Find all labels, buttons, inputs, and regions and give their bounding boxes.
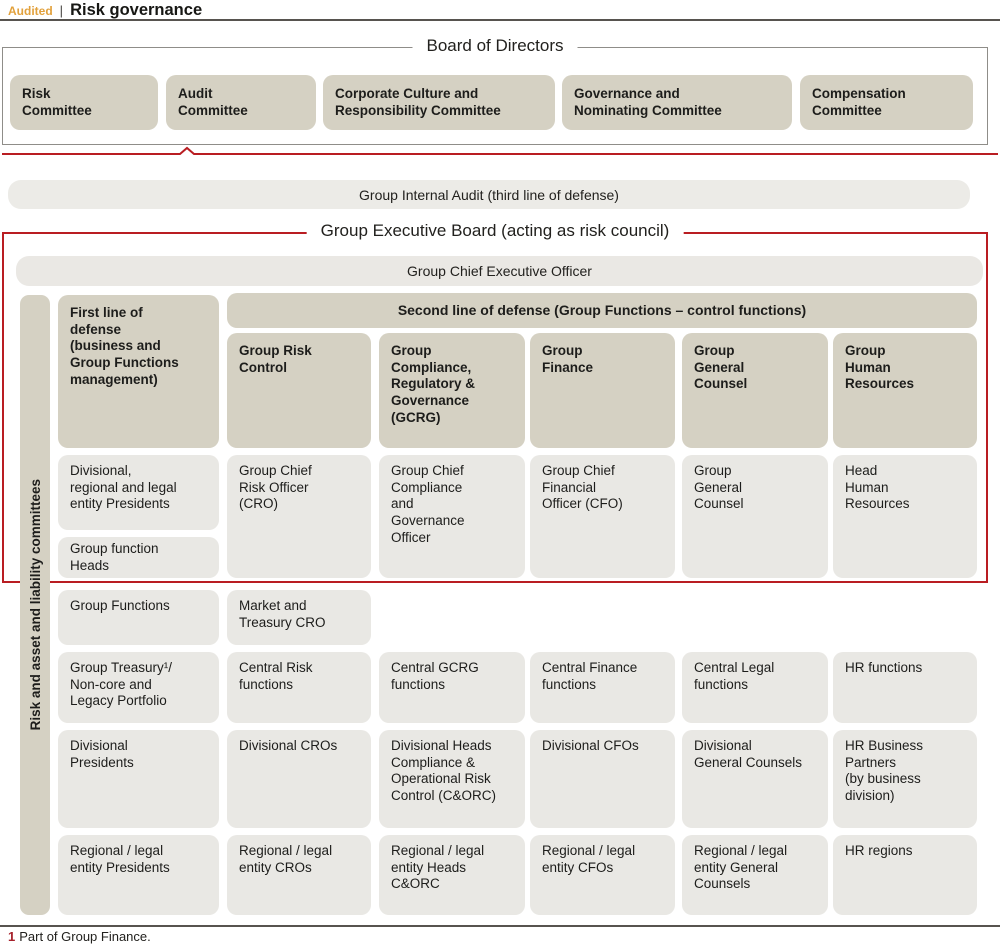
board-of-directors-box: Board of Directors xyxy=(2,36,988,145)
cell-divisional-heads-corc: Divisional Heads Compliance & Operationa… xyxy=(379,730,525,828)
cell-central-finance-functions: Central Finance functions xyxy=(530,652,675,723)
group-executive-board-box: Group Executive Board (acting as risk co… xyxy=(2,221,988,583)
committee-audit: Audit Committee xyxy=(166,75,316,130)
footnote-text: Part of Group Finance. xyxy=(19,929,151,944)
cell-regional-entity-cfos: Regional / legal entity CFOs xyxy=(530,835,675,915)
group-internal-audit-bar: Group Internal Audit (third line of defe… xyxy=(8,180,970,209)
cell-divisional-general-counsels: Divisional General Counsels xyxy=(682,730,828,828)
committee-governance-nominating: Governance and Nominating Committee xyxy=(562,75,792,130)
board-of-directors-title: Board of Directors xyxy=(412,36,578,56)
column-group-compliance-gcrg: Group Compliance, Regulatory & Governanc… xyxy=(379,333,525,448)
cell-regional-entity-general-counsels: Regional / legal entity General Counsels xyxy=(682,835,828,915)
footer-rule xyxy=(0,925,1000,927)
column-group-risk-control: Group Risk Control xyxy=(227,333,371,448)
cell-regional-entity-presidents: Regional / legal entity Presidents xyxy=(58,835,219,915)
cell-group-cfo: Group Chief Financial Officer (CFO) xyxy=(530,455,675,578)
cell-head-human-resources: Head Human Resources xyxy=(833,455,977,578)
cell-group-function-heads: Group function Heads xyxy=(58,537,219,578)
column-group-human-resources: Group Human Resources xyxy=(833,333,977,448)
risk-alm-committees-strip: Risk and asset and liability committees xyxy=(20,295,50,915)
audited-label: Audited xyxy=(8,4,53,18)
column-group-finance: Group Finance xyxy=(530,333,675,448)
committee-corporate-culture: Corporate Culture and Responsibility Com… xyxy=(323,75,555,130)
column-group-general-counsel: Group General Counsel xyxy=(682,333,828,448)
cell-group-treasury-noncore: Group Treasury¹/ Non-core and Legacy Por… xyxy=(58,652,219,723)
cell-group-chief-compliance-officer: Group Chief Compliance and Governance Of… xyxy=(379,455,525,578)
cell-divisional-cfos: Divisional CFOs xyxy=(530,730,675,828)
group-ceo-bar: Group Chief Executive Officer xyxy=(16,256,983,286)
cell-central-risk-functions: Central Risk functions xyxy=(227,652,371,723)
cell-hr-business-partners: HR Business Partners (by business divisi… xyxy=(833,730,977,828)
cell-regional-entity-heads-corc: Regional / legal entity Heads C&ORC xyxy=(379,835,525,915)
cell-divisional-presidents: Divisional Presidents xyxy=(58,730,219,828)
header-separator: | xyxy=(59,3,64,18)
footnote-marker: 1 xyxy=(8,929,16,944)
group-executive-board-title: Group Executive Board (acting as risk co… xyxy=(306,221,684,241)
page-header: Audited | Risk governance xyxy=(8,1,202,20)
cell-divisional-regional-presidents: Divisional, regional and legal entity Pr… xyxy=(58,455,219,530)
cell-group-general-counsel: Group General Counsel xyxy=(682,455,828,578)
first-line-of-defense-header: First line of defense (business and Grou… xyxy=(58,295,219,448)
cell-hr-functions: HR functions xyxy=(833,652,977,723)
cell-group-cro: Group Chief Risk Officer (CRO) xyxy=(227,455,371,578)
red-connector-line xyxy=(2,146,998,155)
risk-alm-committees-label: Risk and asset and liability committees xyxy=(27,479,43,731)
cell-central-legal-functions: Central Legal functions xyxy=(682,652,828,723)
cell-hr-regions: HR regions xyxy=(833,835,977,915)
cell-divisional-cros: Divisional CROs xyxy=(227,730,371,828)
committee-compensation: Compensation Committee xyxy=(800,75,973,130)
second-line-of-defense-header: Second line of defense (Group Functions … xyxy=(227,293,977,328)
footnote: 1 Part of Group Finance. xyxy=(8,929,151,944)
committee-risk: Risk Committee xyxy=(10,75,158,130)
cell-regional-entity-cros: Regional / legal entity CROs xyxy=(227,835,371,915)
cell-central-gcrg-functions: Central GCRG functions xyxy=(379,652,525,723)
cell-group-functions: Group Functions xyxy=(58,590,219,645)
header-rule xyxy=(0,19,1000,21)
cell-market-treasury-cro: Market and Treasury CRO xyxy=(227,590,371,645)
page-title: Risk governance xyxy=(70,1,203,19)
